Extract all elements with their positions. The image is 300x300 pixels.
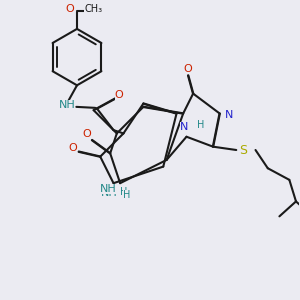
Text: N: N [180,122,188,132]
Text: NH: NH [101,188,118,198]
Text: H: H [123,190,130,200]
Text: H: H [197,120,204,130]
Text: NH: NH [100,184,117,194]
Text: N: N [225,110,233,120]
Text: CH₃: CH₃ [84,4,102,14]
Text: O: O [68,143,77,153]
Text: H: H [120,188,128,197]
Text: O: O [65,4,74,14]
Text: O: O [115,90,124,100]
Text: S: S [239,143,247,157]
Text: O: O [184,64,193,74]
Text: O: O [82,129,91,139]
Text: NH: NH [59,100,75,110]
